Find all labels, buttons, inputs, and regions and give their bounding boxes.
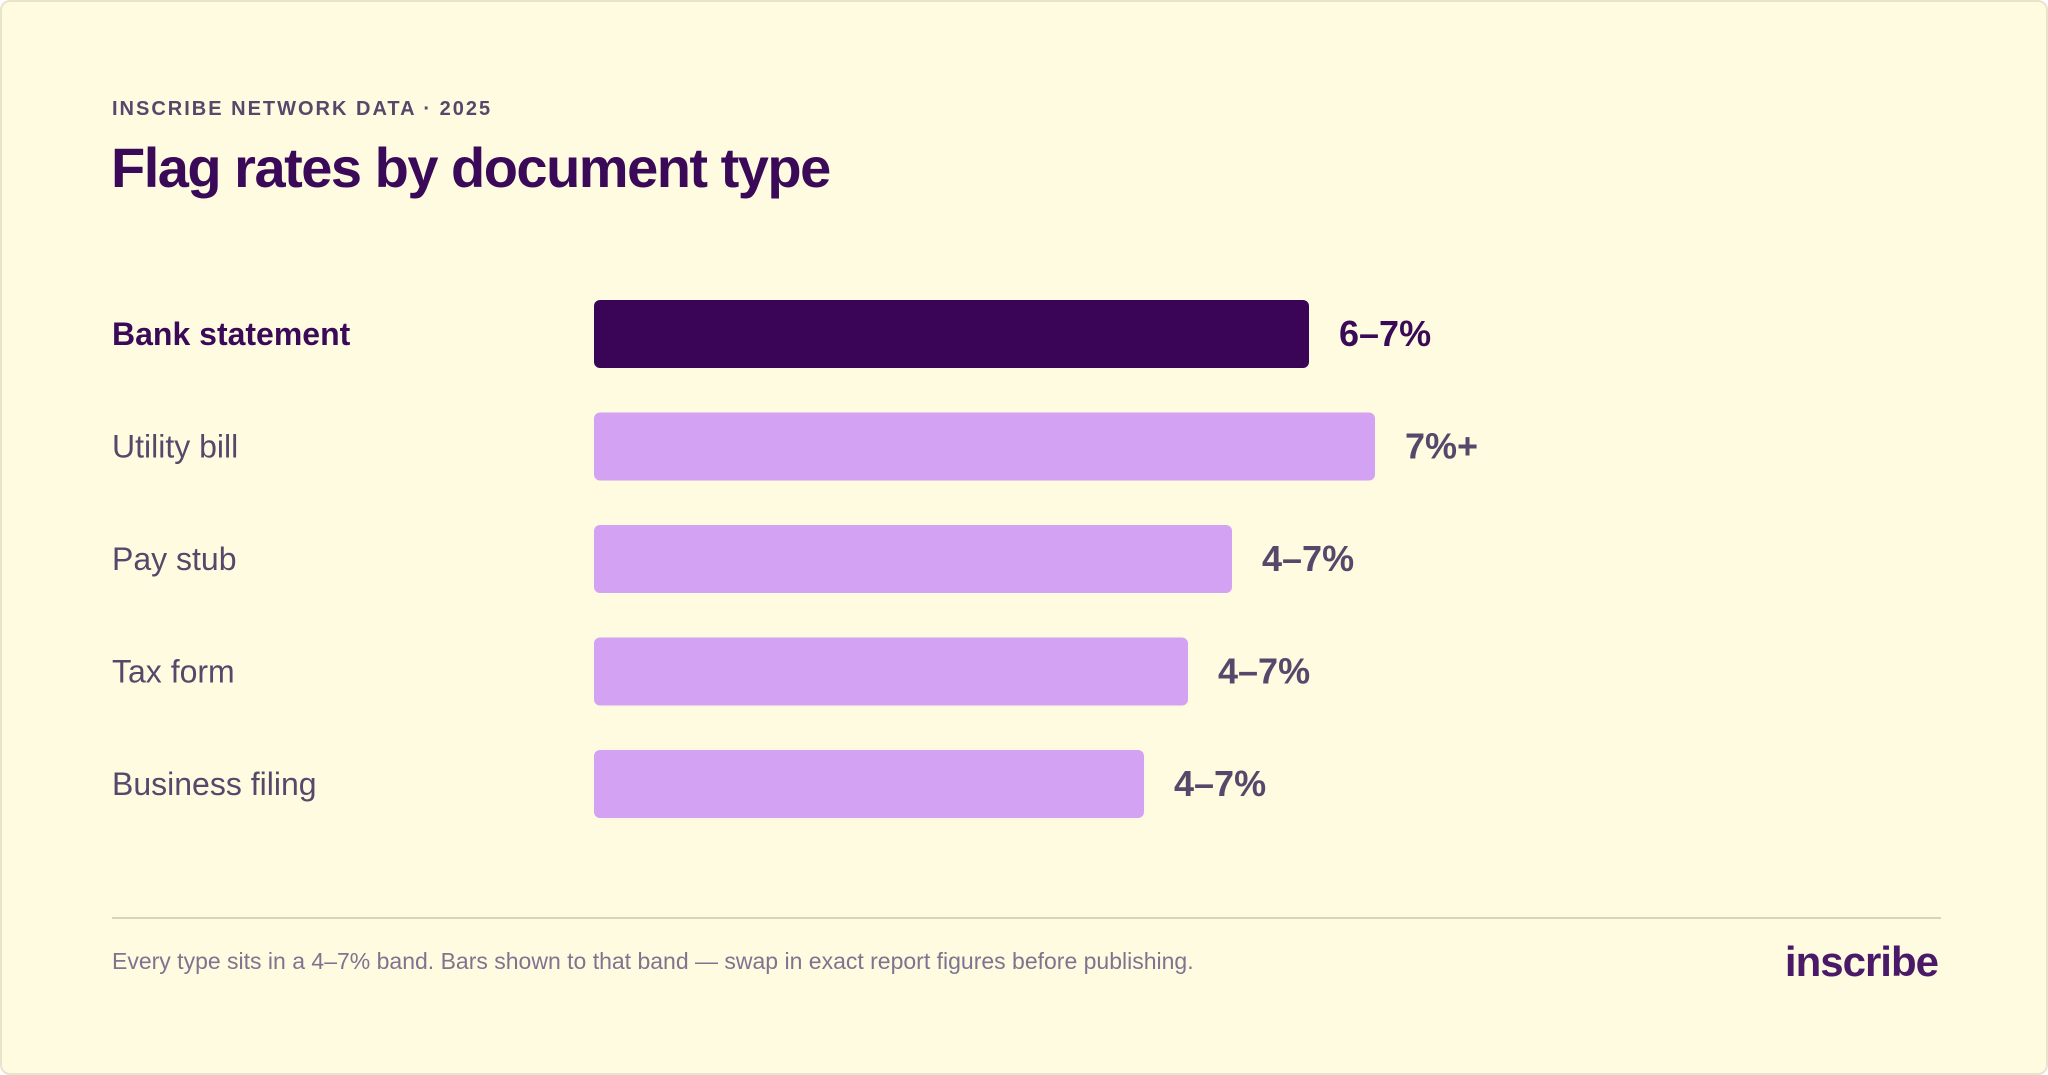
chart-title: Flag rates by document type: [111, 136, 831, 199]
data-label: 7%+: [1405, 426, 1478, 467]
data-label: 4–7%: [1218, 651, 1310, 692]
bar: [594, 750, 1144, 818]
category-label: Bank statement: [112, 316, 351, 352]
category-label: Pay stub: [112, 541, 237, 577]
category-label: Utility bill: [112, 429, 238, 465]
bar: [594, 412, 1375, 481]
category-label: Tax form: [112, 654, 235, 690]
footnote: Every type sits in a 4–7% band. Bars sho…: [112, 948, 1194, 974]
data-label: 4–7%: [1262, 538, 1354, 579]
bar: [594, 637, 1188, 706]
bar: [594, 300, 1309, 368]
bar: [594, 525, 1232, 593]
inscribe-logo: inscribe: [1784, 938, 1939, 985]
eyebrow-label: INSCRIBE NETWORK DATA · 2025: [112, 98, 493, 120]
data-label: 4–7%: [1174, 763, 1266, 804]
footer-divider: [112, 917, 1941, 919]
category-label: Business filing: [112, 766, 317, 802]
data-label: 6–7%: [1339, 313, 1431, 354]
